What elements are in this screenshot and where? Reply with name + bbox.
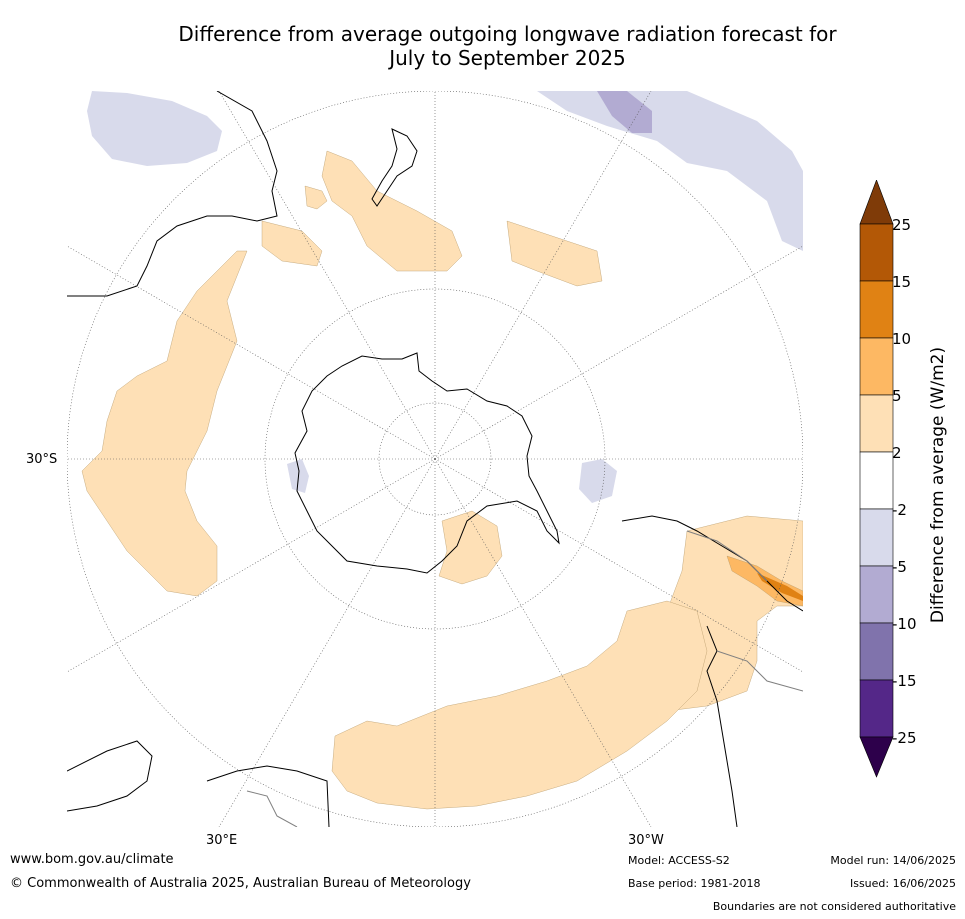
lon-label-30e: 30°E [206, 833, 238, 848]
anomaly-region-pacific-north [537, 91, 803, 251]
colorbar-bin [859, 280, 894, 339]
anomaly-region-indian-ocean [81, 250, 248, 597]
colorbar-extend-min [859, 736, 894, 778]
positive-anomaly-regions [81, 150, 803, 810]
country-borders [246, 530, 803, 827]
anomaly-region-tasman [261, 220, 323, 267]
madagascar-coastline [206, 765, 330, 827]
footer-model: Model: ACCESS-S2 [628, 854, 730, 867]
colorbar-tick-neg10: -10 [892, 615, 917, 633]
coastlines [67, 91, 803, 827]
colorbar-bin [859, 565, 894, 624]
colorbar-bin [859, 451, 894, 510]
colorbar-tick-10: 10 [892, 330, 912, 348]
anomaly-region-tasman-north [87, 91, 222, 166]
footer-issued: Issued: 16/06/2025 [849, 877, 956, 890]
colorbar-bin [859, 337, 894, 396]
anomaly-region-south-atlantic-band [331, 600, 708, 810]
footer-model-run: Model run: 14/06/2025 [830, 854, 956, 867]
colorbar-tick-neg25: -25 [892, 729, 917, 747]
graticule [67, 91, 803, 827]
africa-coastline [67, 740, 153, 812]
footer-base-period: Base period: 1981-2018 [628, 877, 761, 890]
australia-coastline [67, 91, 278, 297]
anomaly-region-pacific-core [597, 91, 652, 133]
new-zealand-coastline [371, 128, 418, 207]
chart-title: Difference from average outgoing longwav… [60, 22, 955, 70]
colorbar [859, 180, 894, 778]
colorbar-tick-5: 5 [892, 387, 902, 405]
footer-copyright: © Commonwealth of Australia 2025, Austra… [10, 876, 471, 891]
colorbar-tick-neg15: -15 [892, 672, 917, 690]
lon-label-30w: 30°W [628, 833, 664, 848]
colorbar-bin [859, 223, 894, 282]
colorbar-bin [859, 679, 894, 738]
negative-anomaly-regions [87, 91, 803, 503]
polar-map [67, 91, 803, 827]
colorbar-tick-25: 25 [892, 216, 912, 234]
anomaly-region-new-zealand-north [304, 185, 328, 210]
anomaly-region-southwest-pacific [506, 220, 603, 287]
lat-label-30s: 30°S [26, 452, 58, 467]
colorbar-tick-2: 2 [892, 444, 902, 462]
colorbar-label: Difference from average (W/m2) [928, 346, 948, 624]
colorbar-tick-neg2: -2 [892, 501, 907, 519]
south-america-coastline [621, 515, 803, 827]
anomaly-region-andes-core [757, 573, 803, 601]
colorbar-bin [859, 394, 894, 453]
antarctica-coastline [294, 352, 560, 574]
colorbar-extend-max [859, 180, 894, 225]
colorbar-tick-neg5: -5 [892, 558, 907, 576]
title-line-2: July to September 2025 [389, 46, 626, 70]
colorbar-bin [859, 508, 894, 567]
colorbar-bin [859, 622, 894, 681]
colorbar-tick-15: 15 [892, 273, 912, 291]
footer-disclaimer: Boundaries are not considered authoritat… [712, 900, 956, 913]
footer-website: www.bom.gov.au/climate [10, 852, 174, 867]
title-line-1: Difference from average outgoing longwav… [178, 22, 837, 46]
anomaly-region-south-atlantic [579, 459, 617, 503]
